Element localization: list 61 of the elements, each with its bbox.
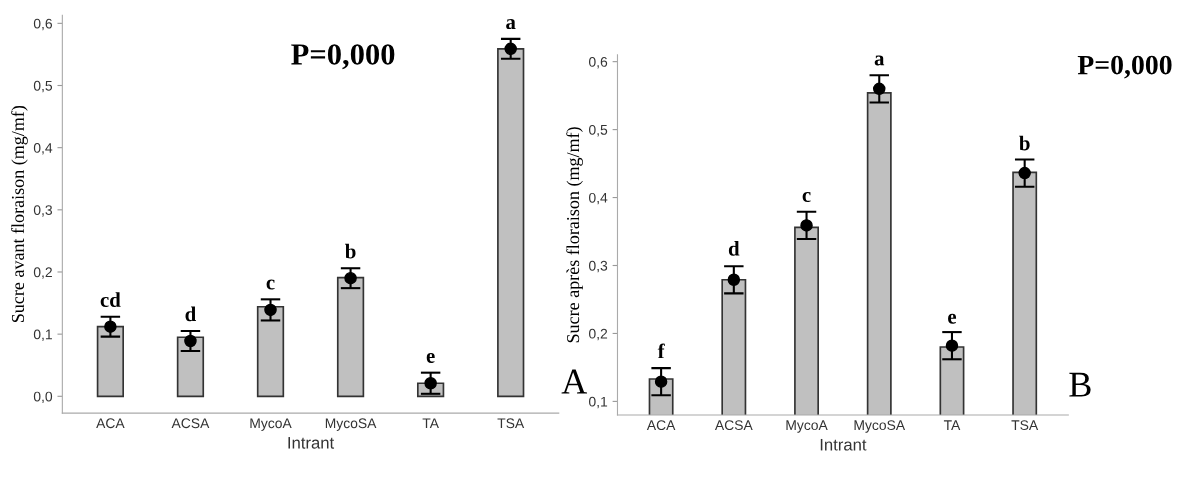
point [344,271,357,285]
x-tick-label: TA [943,420,961,430]
annotation: P=0,000 [291,44,395,70]
bar [176,336,205,398]
point [945,339,959,352]
annotation: c [802,192,811,203]
y-tick-label: 0,4 [589,192,608,205]
bar [497,47,525,398]
annotation: e [948,313,957,324]
y-tick-label: 0,6 [589,56,608,69]
point [727,273,741,287]
bar [336,276,365,398]
x-tick-label: MycoA [786,420,828,433]
x-tick-label: TSA [497,418,525,429]
x-axis-title: Intrant [288,437,335,449]
y-tick-label: 0,0 [33,391,53,404]
x-tick-label: ACA [96,418,125,429]
y-tick-label: 0,2 [33,267,52,279]
y-tick-label: 0,4 [33,143,53,155]
x-tick-label: MycoSA [325,418,377,431]
y-axis-title: Sucre après floraison (mg/mf) [566,127,583,343]
y-tick-label: 0,1 [33,329,52,341]
text: P=0,000 [1077,55,1172,79]
y-tick-label: 0,6 [33,18,53,31]
text: B [1069,372,1091,397]
x-axis-title: Intrant [820,438,867,451]
point [264,303,277,317]
y-tick-label: 0,5 [589,124,608,137]
point [873,82,886,96]
y-tick-label: 0,3 [589,260,608,273]
point [800,219,813,232]
bar [256,305,285,398]
y-tick-label: 0,3 [33,205,53,217]
text: A [561,369,588,394]
annotation: a [506,19,516,30]
x-tick-label: ACSA [171,418,210,429]
annotation: d [728,241,740,256]
x-tick-label: MycoSA [854,420,906,433]
y-axis-title: Sucre avant floraison (mg/mf) [11,105,28,323]
y-tick-label: 0,5 [33,80,53,93]
annotation: a [874,55,885,66]
annotation: b [1019,135,1030,151]
annotation: d [185,306,197,322]
point [184,334,197,348]
y-tick-label: 0,1 [589,396,608,409]
point [1018,166,1031,180]
annotation: e [426,352,435,363]
point [104,320,117,333]
bar [96,325,125,398]
annotation: b [345,243,356,259]
annotation: c [266,279,275,290]
point [654,375,668,388]
point [504,42,517,56]
annotation: cd [100,292,121,307]
x-tick-label: ACA [646,420,676,431]
y-tick-label: 0,2 [589,328,608,341]
x-tick-label: MycoA [250,418,292,431]
x-tick-label: ACSA [714,420,753,431]
x-tick-label: TA [422,418,439,429]
annotation: f [657,343,665,359]
x-tick-label: TSA [1011,420,1039,431]
